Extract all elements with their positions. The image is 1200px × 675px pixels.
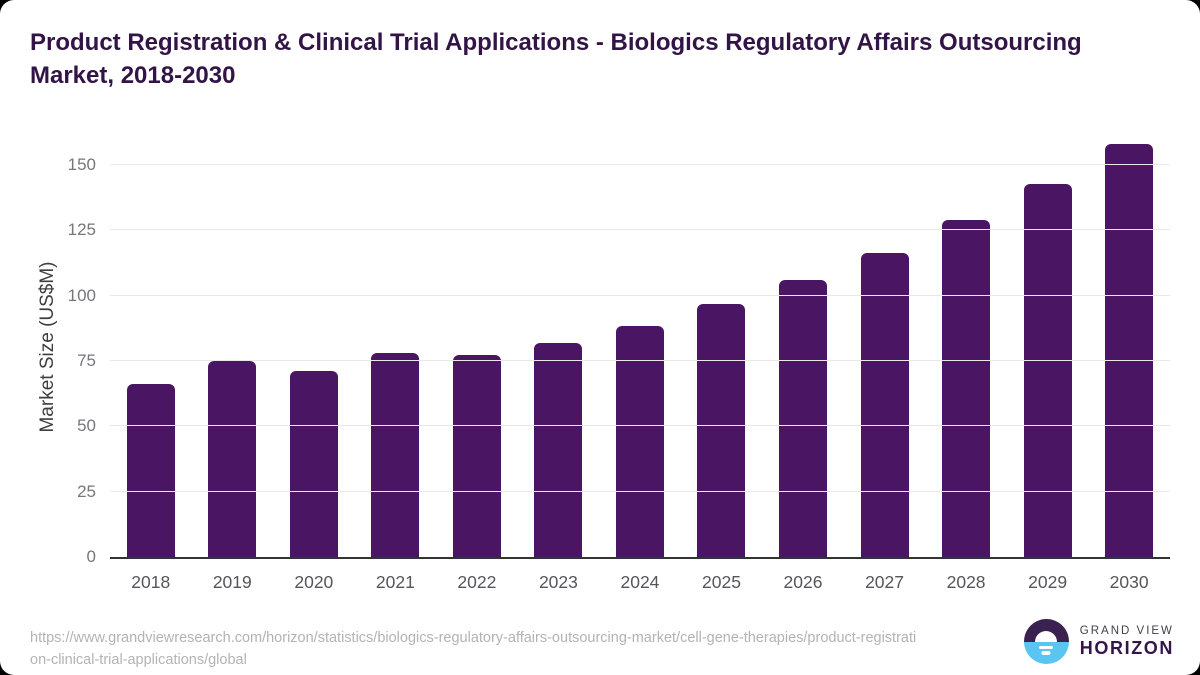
gridline-25: [110, 490, 1170, 492]
bar-2019: [208, 360, 257, 557]
bar-2020: [289, 371, 338, 557]
gridline-150: [110, 164, 1170, 166]
bar-2022: [452, 354, 501, 557]
x-tick-label-2023: 2023: [538, 572, 578, 592]
x-tick-label-2022: 2022: [457, 572, 497, 592]
x-tick-label-2025: 2025: [702, 572, 741, 592]
bar-2025: [697, 303, 746, 557]
x-tick-label-2027: 2027: [865, 572, 905, 592]
bar-slot-2022: 2022: [436, 139, 518, 592]
bar-slot-2019: 2019: [192, 139, 274, 592]
y-tick-label-75: 75: [77, 351, 96, 371]
bar-slot-2026: 2026: [762, 139, 844, 592]
bar-2030: [1105, 143, 1154, 557]
brand-text: GRAND VIEW HORIZON: [1080, 625, 1174, 659]
y-tick-label-100: 100: [67, 285, 96, 305]
x-tick-label-2026: 2026: [783, 572, 823, 592]
logo-reflection-line: [1039, 645, 1054, 649]
logo-top-half: [1023, 619, 1069, 642]
bar-2027: [860, 252, 909, 557]
y-axis-title: Market Size (US$M): [37, 261, 58, 433]
bar-slot-2028: 2028: [925, 139, 1007, 592]
y-tick-label-125: 125: [67, 220, 96, 240]
bar-2018: [126, 384, 175, 557]
x-tick-label-2018: 2018: [131, 572, 171, 592]
bar-2024: [615, 326, 664, 557]
bar-slot-2027: 2027: [844, 139, 926, 592]
source-url: https://www.grandviewresearch.com/horizo…: [30, 630, 917, 668]
bar-slot-2023: 2023: [518, 139, 600, 592]
brand-footer: GRAND VIEW HORIZON: [1023, 619, 1174, 664]
x-tick-label-2029: 2029: [1028, 572, 1068, 592]
bar-slot-2030: 2030: [1088, 139, 1170, 592]
bar-2021: [371, 352, 420, 557]
y-tick-label-50: 50: [77, 416, 96, 436]
bar-slot-2025: 2025: [681, 139, 763, 592]
bars-container: 2018 2019 2020 2021 2022 2023 2024 2025 2026 2027…: [110, 139, 1170, 592]
brand-grand-view: GRAND VIEW: [1079, 624, 1174, 637]
bar-2029: [1023, 183, 1072, 557]
bar-slot-2029: 2029: [1007, 139, 1089, 592]
plot-area: 2018 2019 2020 2021 2022 2023 2024 2025 2026 2027…: [68, 139, 1170, 592]
logo-sun-dome: [1035, 630, 1058, 642]
x-tick-label-2030: 2030: [1109, 572, 1149, 592]
y-tick-label-150: 150: [67, 155, 96, 175]
x-tick-label-2028: 2028: [946, 572, 986, 592]
bar-slot-2020: 2020: [273, 139, 355, 592]
grand-view-horizon-logo-icon: [1023, 619, 1069, 664]
gridline-100: [110, 294, 1170, 296]
x-tick-label-2020: 2020: [294, 572, 334, 592]
bar-slot-2024: 2024: [599, 139, 681, 592]
gridline-75: [110, 360, 1170, 362]
x-tick-label-2019: 2019: [212, 572, 252, 592]
brand-horizon: HORIZON: [1079, 637, 1174, 658]
x-tick-label-2021: 2021: [375, 572, 415, 592]
bar-slot-2018: 2018: [110, 139, 192, 592]
y-tick-label-0: 0: [86, 547, 96, 566]
gridline-50: [110, 425, 1170, 427]
bar-slot-2021: 2021: [355, 139, 437, 592]
bar-2026: [779, 280, 828, 557]
chart-title: Product Registration & Clinical Trial Ap…: [30, 29, 1082, 89]
logo-reflection-line: [1041, 651, 1051, 655]
bar-2023: [534, 342, 583, 557]
bar-2028: [942, 220, 991, 557]
y-tick-label-25: 25: [77, 481, 96, 501]
gridline-125: [110, 229, 1170, 231]
x-tick-label-2024: 2024: [620, 572, 660, 592]
